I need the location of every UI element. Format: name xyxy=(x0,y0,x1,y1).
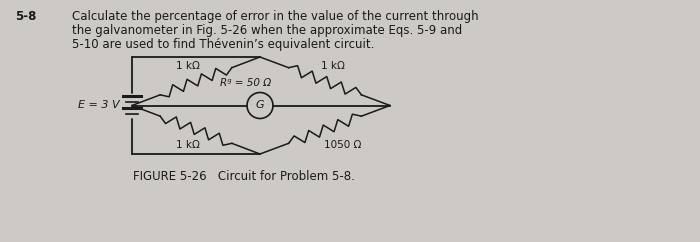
Text: 1 kΩ: 1 kΩ xyxy=(321,61,345,71)
Text: E = 3 V: E = 3 V xyxy=(78,100,120,111)
Text: 1050 Ω: 1050 Ω xyxy=(324,140,362,150)
Text: the galvanometer in Fig. 5-26 when the approximate Eqs. 5-9 and: the galvanometer in Fig. 5-26 when the a… xyxy=(72,24,462,37)
Text: Rᵍ = 50 Ω: Rᵍ = 50 Ω xyxy=(220,78,272,89)
Text: Calculate the percentage of error in the value of the current through: Calculate the percentage of error in the… xyxy=(72,10,479,23)
Text: FIGURE 5-26   Circuit for Problem 5-8.: FIGURE 5-26 Circuit for Problem 5-8. xyxy=(133,170,355,183)
Text: G: G xyxy=(256,100,265,111)
Text: 1 kΩ: 1 kΩ xyxy=(176,61,200,71)
Text: 1 kΩ: 1 kΩ xyxy=(176,140,200,150)
Text: 5-10 are used to find Thévenin’s equivalent circuit.: 5-10 are used to find Thévenin’s equival… xyxy=(72,38,374,51)
Text: 5-8: 5-8 xyxy=(15,10,36,23)
